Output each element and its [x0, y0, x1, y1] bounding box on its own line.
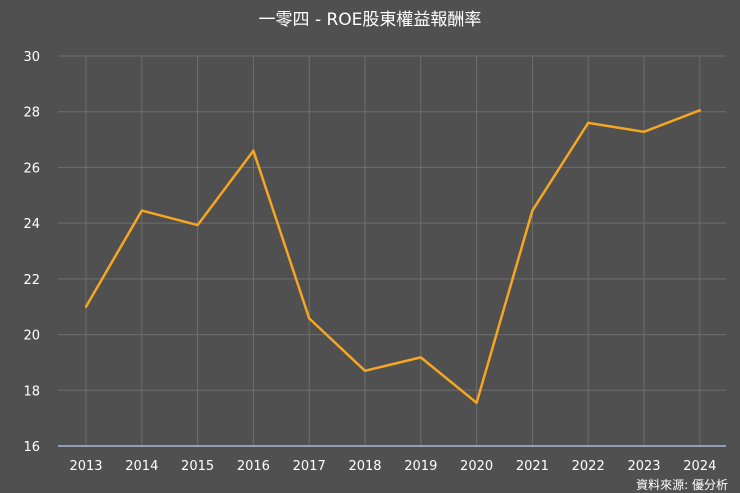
series-line — [84, 109, 702, 405]
x-tick-label: 2017 — [293, 459, 326, 474]
y-tick-label: 16 — [23, 440, 40, 455]
source-label: 資料來源: 優分析 — [636, 478, 728, 492]
x-tick-label: 2013 — [69, 459, 102, 474]
y-tick-label: 22 — [23, 273, 40, 288]
chart-title: 一零四 - ROE股東權益報酬率 — [259, 10, 482, 30]
x-tick-label: 2018 — [348, 459, 381, 474]
x-tick-label: 2022 — [572, 459, 605, 474]
x-tick-label: 2020 — [460, 459, 493, 474]
x-tick-label: 2015 — [181, 459, 214, 474]
y-tick-label: 20 — [23, 329, 40, 344]
x-tick-label: 2014 — [125, 459, 158, 474]
x-tick-labels: 2013 2014 2015 2016 2017 2018 2019 2020 2021 2022… — [69, 459, 716, 474]
y-tick-label: 30 — [23, 50, 40, 65]
grid-layer — [58, 55, 726, 446]
y-tick-label: 28 — [23, 106, 40, 121]
y-tick-label: 18 — [23, 384, 40, 399]
x-tick-label: 2023 — [627, 459, 660, 474]
x-tick-label: 2021 — [516, 459, 549, 474]
x-tick-label: 2024 — [683, 459, 716, 474]
y-tick-labels: 16 18 20 22 24 26 28 30 — [23, 50, 40, 455]
x-tick-label: 2019 — [404, 459, 437, 474]
y-tick-label: 26 — [23, 161, 40, 176]
x-tick-label: 2016 — [237, 459, 270, 474]
y-tick-label: 24 — [23, 217, 40, 232]
